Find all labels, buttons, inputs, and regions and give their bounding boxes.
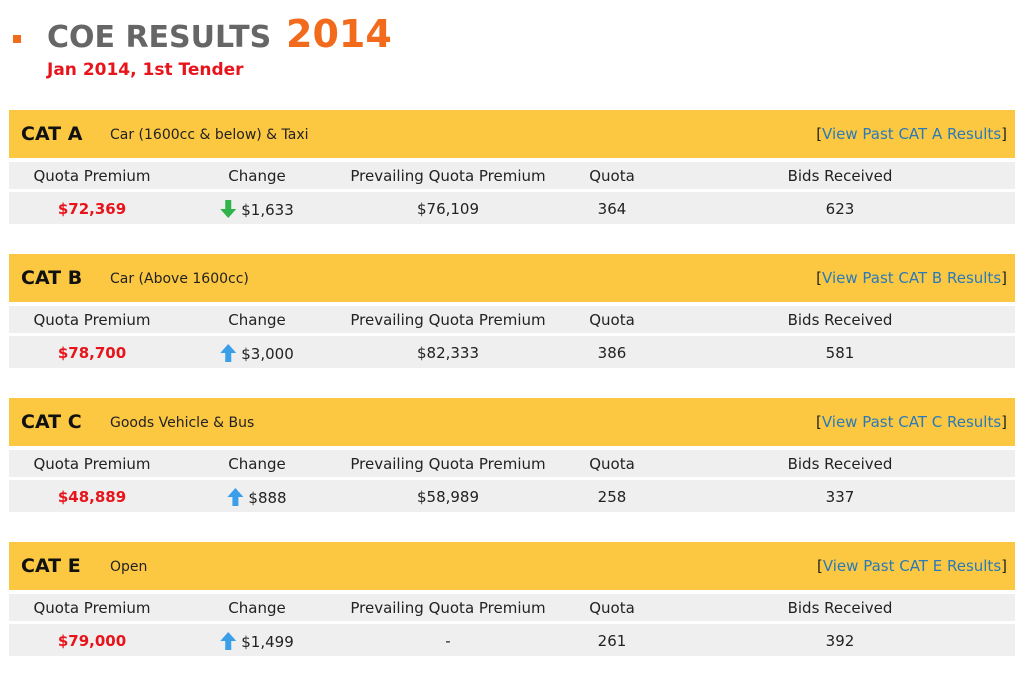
change-arrow — [227, 488, 244, 506]
bracket: ] — [1001, 413, 1007, 431]
bracket: ] — [1001, 125, 1007, 143]
category-description: Open — [110, 559, 148, 575]
link-wrap: [View Past CAT C Results] — [816, 413, 1007, 431]
prevailing: $76,109 — [416, 200, 480, 218]
category-description: Car (Above 1600cc) — [110, 271, 249, 287]
change-arrow — [220, 632, 237, 650]
link-wrap: [View Past CAT A Results] — [816, 125, 1007, 143]
subtitle: Jan 2014, 1st Tender — [47, 60, 244, 80]
column-header: Prevailing Quota Premium — [350, 455, 546, 473]
prevailing: $58,989 — [416, 488, 480, 506]
category-header: CAT B Car (Above 1600cc) [View Past CAT B … — [9, 254, 1015, 302]
view-past-link[interactable]: View Past CAT A Results — [822, 125, 1002, 143]
arrow-shape — [220, 344, 237, 362]
column-header: Change — [228, 455, 286, 473]
column-header: Quota — [589, 311, 635, 329]
column-header: Change — [228, 167, 286, 185]
category-description: Car (1600cc & below) & Taxi — [110, 127, 309, 143]
quota: 258 — [597, 488, 627, 506]
quota: 261 — [597, 632, 627, 650]
change: $1,499 — [220, 632, 294, 651]
category-header: CAT A Car (1600cc & below) & Taxi [View Pa… — [9, 110, 1015, 158]
bullet — [13, 35, 21, 43]
bids: 623 — [825, 200, 855, 218]
column-header: Change — [228, 311, 286, 329]
column-header: Quota Premium — [33, 167, 151, 185]
bracket: [ — [815, 413, 822, 431]
column-header: Prevailing Quota Premium — [350, 599, 546, 617]
bracket: ] — [1001, 269, 1007, 287]
category-code: CAT A — [21, 123, 83, 145]
column-header: Quota — [589, 167, 635, 185]
column-header: Prevailing Quota Premium — [350, 167, 546, 185]
quota: 364 — [597, 200, 627, 218]
column-header-row: Quota Premium Change Prevailing Quota Prem… — [9, 450, 1015, 477]
prevailing: - — [445, 632, 451, 650]
link-wrap: [View Past CAT B Results] — [816, 269, 1007, 287]
column-header: Bids Received — [787, 599, 893, 617]
bracket: ] — [1001, 557, 1007, 575]
title: COE RESULTS — [47, 20, 272, 55]
view-past-link[interactable]: View Past CAT E Results — [822, 557, 1002, 575]
category-code: CAT C — [21, 411, 82, 433]
change-value: $1,499 — [241, 633, 294, 651]
year: 2014 — [286, 12, 392, 56]
column-header: Change — [228, 599, 286, 617]
bracket: [ — [816, 557, 823, 575]
category-header: CAT E Open [View Past CAT E Results] — [9, 542, 1015, 590]
bracket: [ — [816, 269, 823, 287]
change-value: $3,000 — [241, 345, 294, 363]
column-header: Bids Received — [787, 311, 893, 329]
arrow-shape — [220, 632, 237, 650]
category-header: CAT C Goods Vehicle & Bus [View Past CAT C… — [9, 398, 1015, 446]
column-header: Bids Received — [787, 455, 893, 473]
category-description: Goods Vehicle & Bus — [110, 415, 255, 431]
quota-premium: $79,000 — [57, 632, 127, 650]
column-header: Prevailing Quota Premium — [350, 311, 546, 329]
bids: 392 — [825, 632, 855, 650]
view-past-link[interactable]: View Past CAT C Results — [821, 413, 1002, 431]
change-value: $888 — [248, 489, 287, 507]
column-header-row: Quota Premium Change Prevailing Quota Prem… — [9, 162, 1015, 189]
change-arrow — [220, 200, 237, 218]
column-header: Quota Premium — [33, 311, 151, 329]
column-header: Bids Received — [787, 167, 893, 185]
column-header: Quota — [589, 455, 635, 473]
quota-premium: $72,369 — [57, 200, 127, 218]
column-header-row: Quota Premium Change Prevailing Quota Prem… — [9, 594, 1015, 621]
arrow-shape — [220, 200, 237, 218]
change: $1,633 — [220, 200, 294, 219]
arrow-shape — [227, 488, 244, 506]
change: $3,000 — [220, 344, 294, 363]
column-header: Quota Premium — [33, 599, 151, 617]
column-header: Quota — [589, 599, 635, 617]
link-wrap: [View Past CAT E Results] — [817, 557, 1007, 575]
change-arrow — [220, 344, 237, 362]
prevailing: $82,333 — [416, 344, 480, 362]
column-header-row: Quota Premium Change Prevailing Quota Prem… — [9, 306, 1015, 333]
column-header: Quota Premium — [33, 455, 151, 473]
quota: 386 — [597, 344, 627, 362]
value-row: $48,889 $888 $58,989 258 337 — [9, 480, 1015, 512]
bracket: [ — [816, 125, 823, 143]
category-code: CAT E — [21, 555, 81, 577]
quota-premium: $78,700 — [57, 344, 127, 362]
bids: 581 — [825, 344, 855, 362]
change-value: $1,633 — [241, 201, 294, 219]
value-row: $78,700 $3,000 $82,333 386 581 — [9, 336, 1015, 368]
view-past-link[interactable]: View Past CAT B Results — [822, 269, 1002, 287]
change: $888 — [227, 488, 287, 507]
value-row: $72,369 $1,633 $76,109 364 623 — [9, 192, 1015, 224]
category-code: CAT B — [21, 267, 83, 289]
bids: 337 — [825, 488, 855, 506]
value-row: $79,000 $1,499 - 261 392 — [9, 624, 1015, 656]
quota-premium: $48,889 — [57, 488, 127, 506]
